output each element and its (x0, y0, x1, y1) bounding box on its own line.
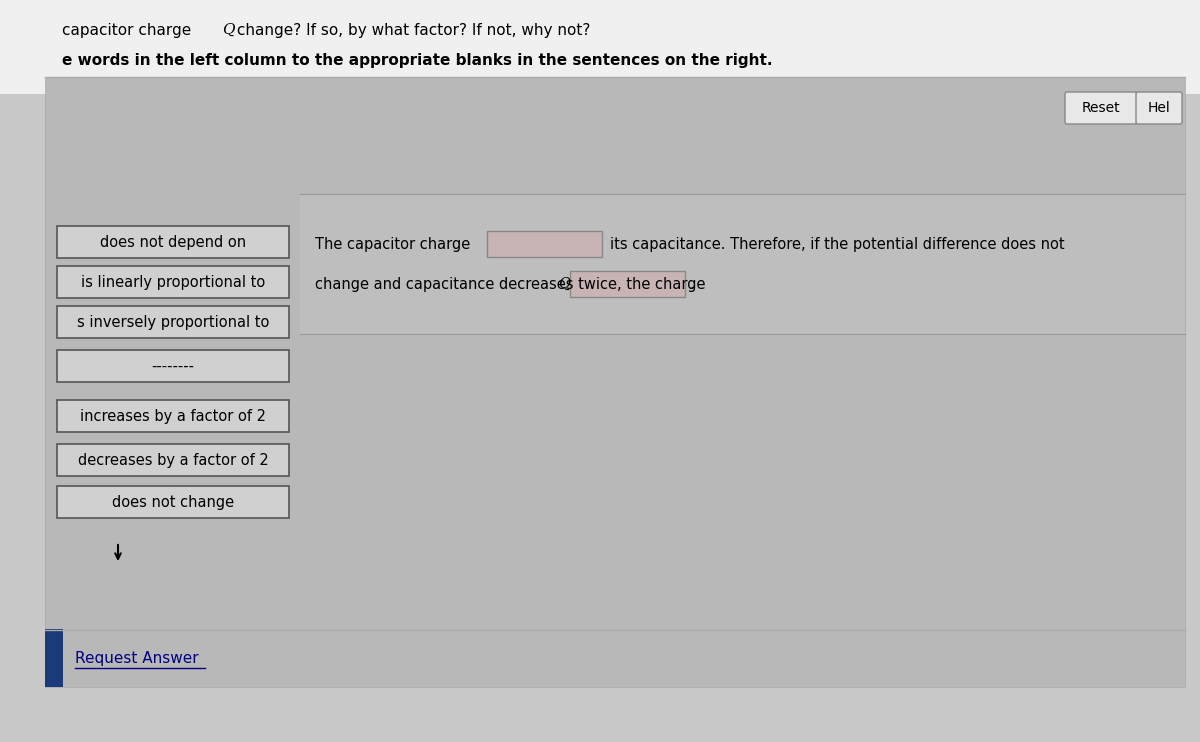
FancyBboxPatch shape (1136, 92, 1182, 124)
Text: does not change: does not change (112, 494, 234, 510)
FancyBboxPatch shape (1066, 92, 1138, 124)
FancyBboxPatch shape (58, 226, 289, 258)
FancyBboxPatch shape (300, 194, 1186, 334)
Text: does not depend on: does not depend on (100, 234, 246, 249)
Text: is linearly proportional to: is linearly proportional to (80, 275, 265, 289)
FancyBboxPatch shape (46, 629, 64, 687)
Text: its capacitance. Therefore, if the potential difference does not: its capacitance. Therefore, if the poten… (610, 237, 1064, 252)
Text: capacitor charge: capacitor charge (62, 22, 196, 38)
Text: e words in the left column to the appropriate blanks in the sentences on the rig: e words in the left column to the approp… (62, 53, 773, 68)
FancyBboxPatch shape (58, 444, 289, 476)
FancyBboxPatch shape (58, 400, 289, 432)
Text: Reset: Reset (1081, 101, 1121, 115)
Text: Q: Q (222, 23, 234, 37)
FancyBboxPatch shape (487, 231, 602, 257)
Text: Q: Q (558, 277, 570, 291)
FancyBboxPatch shape (58, 350, 289, 382)
Text: decreases by a factor of 2: decreases by a factor of 2 (78, 453, 269, 467)
Text: change? If so, by what factor? If not, why not?: change? If so, by what factor? If not, w… (232, 22, 590, 38)
FancyBboxPatch shape (46, 77, 1186, 687)
FancyBboxPatch shape (570, 271, 685, 297)
Text: .: . (689, 277, 694, 292)
FancyBboxPatch shape (58, 486, 289, 518)
Text: --------: -------- (151, 358, 194, 373)
Text: change and capacitance decreases twice, the charge: change and capacitance decreases twice, … (314, 277, 710, 292)
FancyBboxPatch shape (0, 0, 1200, 94)
FancyBboxPatch shape (58, 266, 289, 298)
Text: increases by a factor of 2: increases by a factor of 2 (80, 409, 266, 424)
Text: Hel: Hel (1147, 101, 1170, 115)
Text: The capacitor charge: The capacitor charge (314, 237, 470, 252)
Text: s inversely proportional to: s inversely proportional to (77, 315, 269, 329)
FancyBboxPatch shape (58, 306, 289, 338)
Text: Request Answer: Request Answer (74, 651, 199, 666)
